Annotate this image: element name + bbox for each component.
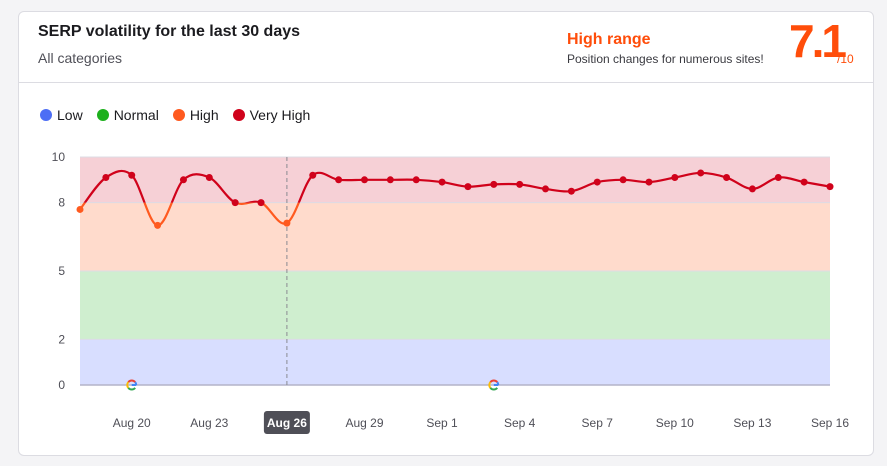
data-point [76, 205, 84, 213]
data-point [205, 174, 213, 182]
data-point [542, 185, 550, 193]
data-point [257, 199, 265, 207]
legend-item-low[interactable]: Low [40, 107, 83, 123]
data-point [723, 174, 731, 182]
data-point [128, 171, 136, 179]
x-tick-label: Sep 1 [426, 416, 458, 430]
legend-label-normal: Normal [113, 107, 159, 123]
score-max: /10 [837, 52, 854, 66]
x-tick-label: Sep 13 [733, 416, 771, 430]
data-point [464, 183, 472, 191]
data-point [826, 183, 834, 191]
legend-dot-high [172, 109, 185, 121]
legend-label-high: High [189, 107, 219, 123]
data-point [154, 221, 162, 229]
band-normal [80, 271, 830, 340]
data-point [102, 174, 110, 182]
category-label: All categories [38, 50, 123, 66]
y-tick-label: 2 [58, 332, 65, 346]
x-tick-label: Aug 26 [267, 416, 307, 430]
x-tick-label: Aug 23 [190, 416, 228, 430]
legend-label-low: Low [57, 107, 83, 123]
data-point [671, 174, 679, 182]
y-tick-label: 5 [58, 264, 65, 278]
x-tick-label: Aug 20 [113, 416, 151, 430]
x-tick-label: Sep 16 [811, 416, 849, 430]
data-point [593, 178, 601, 186]
google-update-icon [488, 379, 500, 391]
google-update-icon [126, 379, 138, 391]
highlight-date-badge [263, 411, 310, 434]
legend-item-high[interactable]: High [172, 107, 219, 123]
band-very-high [80, 157, 830, 203]
legend-item-normal[interactable]: Normal [96, 107, 159, 123]
band-high [80, 202, 830, 271]
data-point [567, 187, 575, 195]
legend-dot-normal [96, 109, 109, 121]
volatility-score: 7.1 [789, 15, 847, 67]
legend-label-very-high: Very High [249, 107, 311, 123]
chart-legend: Low Normal High Very High [40, 107, 310, 123]
data-point [283, 219, 291, 227]
data-point [645, 178, 653, 186]
y-tick-label: 8 [58, 196, 65, 210]
legend-item-very-high[interactable]: Very High [232, 107, 311, 123]
data-point [360, 176, 368, 184]
data-point [412, 176, 420, 184]
volatility-card: SERP volatility for the last 30 days All… [18, 11, 874, 456]
y-tick-label: 10 [52, 150, 66, 164]
chart-title: SERP volatility for the last 30 days [38, 23, 301, 40]
data-point [335, 176, 343, 184]
y-tick-label: 0 [58, 378, 65, 392]
volatility-chart: 0 2 5 8 10 Aug 20 Aug 23 Aug 26 Aug 29 Sep 1 Sep 4… [52, 150, 849, 434]
data-point [490, 180, 498, 188]
data-point [309, 171, 317, 179]
data-point [386, 176, 394, 184]
data-point [179, 176, 187, 184]
data-point [231, 199, 239, 207]
range-description: Position changes for numerous sites! [567, 52, 764, 66]
x-tick-label: Sep 10 [656, 416, 694, 430]
x-tick-label: Sep 4 [504, 416, 536, 430]
data-point [516, 180, 524, 188]
legend-dot-very-high [232, 109, 245, 121]
data-point [619, 176, 627, 184]
data-point [774, 174, 782, 182]
data-point [800, 178, 808, 186]
data-point [748, 185, 756, 193]
range-label: High range [567, 31, 651, 48]
x-tick-label: Sep 7 [582, 416, 614, 430]
x-tick-label: Aug 29 [345, 416, 383, 430]
data-point [697, 169, 705, 177]
data-point [438, 178, 446, 186]
band-low [80, 339, 830, 385]
legend-dot-low [40, 109, 52, 121]
card-header: SERP volatility for the last 30 days All… [19, 12, 873, 83]
